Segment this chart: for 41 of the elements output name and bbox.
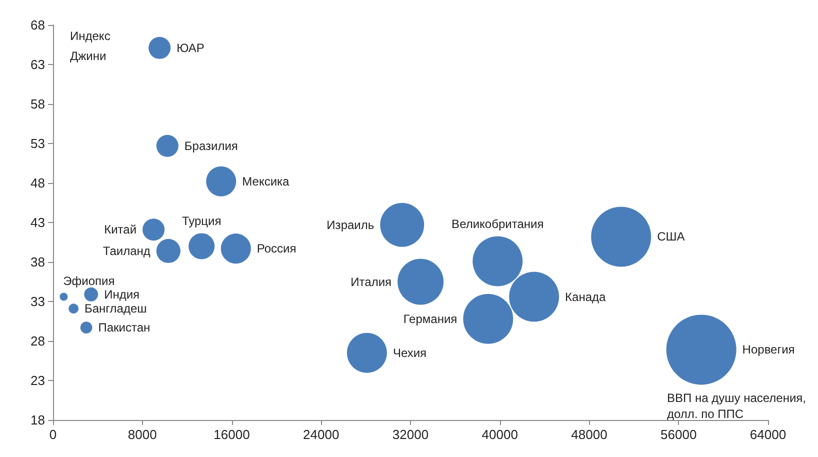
- series-label: Индия: [104, 287, 140, 302]
- series-label: Таиланд: [102, 244, 150, 258]
- y-tick-label: 28: [30, 334, 45, 348]
- series-label: Норвегия: [742, 342, 795, 357]
- series-label: Китай: [104, 222, 137, 237]
- series-label: Пакистан: [98, 320, 150, 335]
- y-axis-title: Индекс Джини: [70, 29, 110, 63]
- series-label: Мексика: [242, 174, 290, 188]
- series-label: Бразилия: [184, 138, 238, 153]
- series-label: Россия: [256, 242, 296, 256]
- y-tick-label: 33: [30, 294, 45, 309]
- y-tick-label: 68: [30, 18, 45, 32]
- x-tick-label: 40000: [482, 427, 518, 442]
- series-label: Израиль: [326, 218, 374, 232]
- y-tick-label: 38: [30, 254, 45, 270]
- y-tick-label: 23: [30, 373, 45, 388]
- x-axis-title: ВВП на душу населения, долл. по ППС: [667, 391, 806, 421]
- series-label: Чехия: [392, 346, 427, 360]
- x-tick-label: 56000: [660, 427, 697, 442]
- x-tick-label: 24000: [303, 427, 340, 442]
- series-label: Бангладеш: [84, 302, 147, 316]
- y-tick-label: 58: [30, 96, 45, 112]
- x-tick-label: 64000: [750, 427, 786, 442]
- x-tick-label: 48000: [571, 427, 608, 442]
- series-label: США: [657, 230, 685, 244]
- y-tick-label: 43: [30, 215, 45, 230]
- series-label: Турция: [182, 214, 222, 228]
- y-tick-label: 63: [30, 57, 45, 72]
- series-label: ЮАР: [176, 40, 204, 55]
- y-tick-label: 48: [30, 176, 45, 190]
- series-label: Италия: [350, 274, 392, 289]
- y-tick-label: 18: [30, 412, 45, 428]
- x-tick-label: 16000: [214, 427, 250, 442]
- y-tick-label: 53: [30, 136, 45, 151]
- series-label: Эфиопия: [63, 274, 115, 288]
- x-tick-label: 0: [49, 427, 57, 442]
- series-label: Германия: [403, 312, 458, 326]
- x-tick-label: 8000: [128, 427, 157, 442]
- x-tick-label: 32000: [392, 427, 429, 442]
- series-label: Канада: [565, 290, 606, 304]
- series-label: Великобритания: [452, 217, 544, 232]
